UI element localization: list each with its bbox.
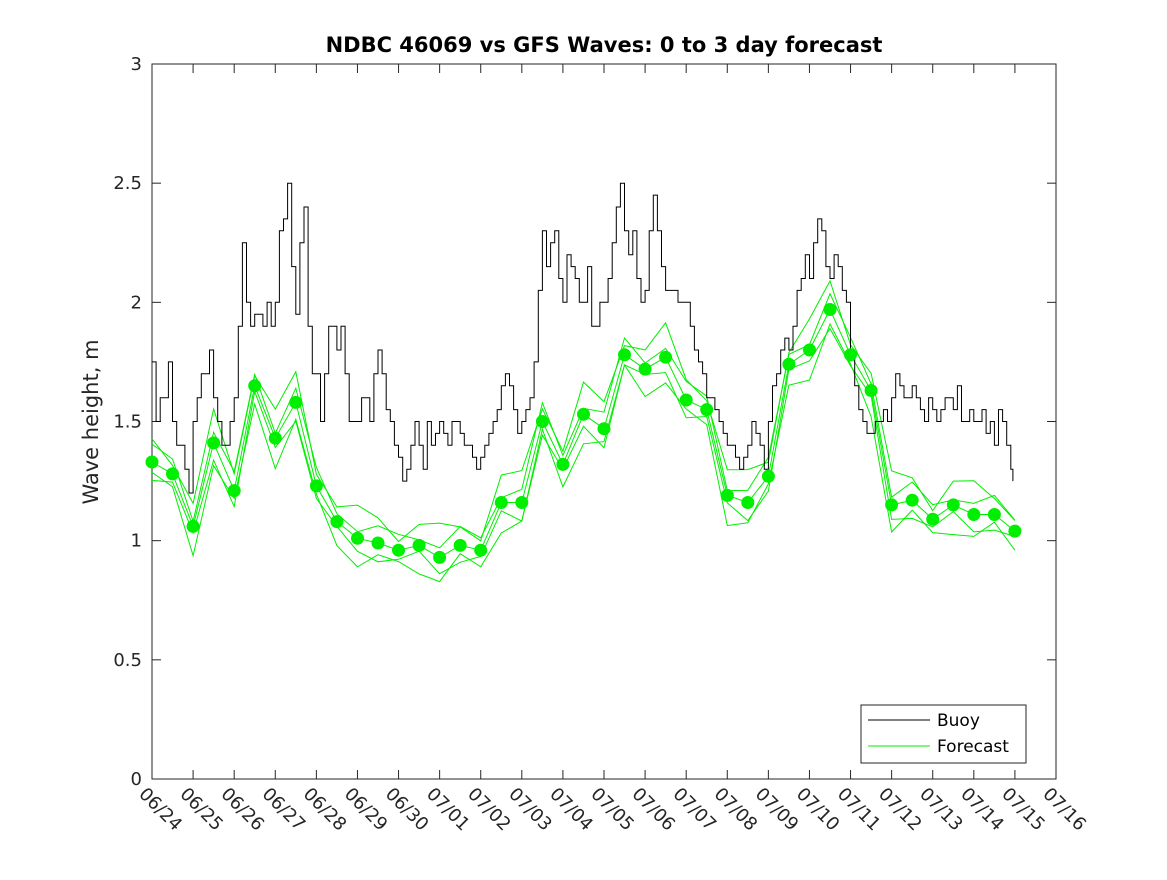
forecast-point [987,508,1001,521]
forecast-point [885,498,899,512]
forecast-point [515,496,529,509]
forecast-point [844,348,857,362]
forecast-point [782,357,796,371]
forecast-line [151,279,1016,543]
forecast-point [166,467,179,481]
forecast-point [371,536,385,550]
forecast-point [741,496,755,509]
forecast-point [720,488,734,502]
forecast-point [453,538,467,552]
forecast-point [227,484,241,498]
forecast-point [535,415,549,428]
forecast-point [309,479,323,493]
forecast-point [679,393,693,407]
forecast-point [392,543,405,557]
forecast-point [905,493,919,507]
y-tick-label: 1.5 [113,412,142,433]
legend-box [860,704,1027,764]
forecast-point [700,403,714,417]
legend-label-buoy: Buoy [937,711,980,731]
forecast-line [151,322,1016,583]
legend: Buoy Forecast [860,704,1027,764]
y-axis-label: Wave height, m [79,339,103,504]
forecast-point [823,303,837,316]
y-tick-label: 0 [131,769,142,790]
forecast-point [659,350,673,364]
forecast-point [577,407,590,421]
forecast-point [618,348,631,362]
forecast-point [474,543,488,557]
forecast-point [433,550,447,564]
legend-label-forecast: Forecast [937,737,1009,757]
forecast-point [289,395,303,409]
forecast-point [351,531,364,545]
forecast-point [597,422,611,436]
forecast-point [207,436,221,450]
forecast-point [638,362,652,376]
forecast-point [1008,524,1022,538]
forecast-point [803,343,816,357]
y-tick-label: 1 [131,531,142,552]
y-tick-label: 0.5 [113,650,142,671]
y-tick-label: 2 [131,292,142,313]
forecast-point [946,498,960,512]
forecast-point [268,431,282,445]
forecast-point [556,457,570,471]
forecast-point [864,384,878,397]
forecast-point [186,519,200,533]
y-tick-label: 3 [131,54,142,75]
chart-title: NDBC 46069 vs GFS Waves: 0 to 3 day fore… [326,33,883,57]
y-tick-label: 2.5 [113,173,142,194]
forecast-point [494,496,508,509]
forecast-point [926,512,940,526]
forecast-point [145,455,159,469]
forecast-point [761,469,775,483]
forecast-point [248,379,262,393]
buoy-line [152,182,1014,494]
forecast-point [967,508,981,521]
forecast-point [330,515,344,529]
forecast-point [412,538,426,552]
